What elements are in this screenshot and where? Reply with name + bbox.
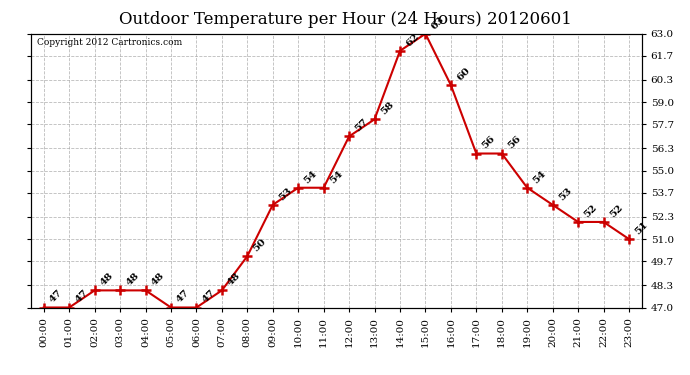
- Text: 48: 48: [99, 271, 115, 288]
- Text: Outdoor Temperature per Hour (24 Hours) 20120601: Outdoor Temperature per Hour (24 Hours) …: [119, 11, 571, 28]
- Text: 47: 47: [201, 288, 217, 305]
- Text: 47: 47: [73, 288, 90, 305]
- Text: 53: 53: [277, 186, 293, 202]
- Text: 52: 52: [608, 202, 624, 219]
- Text: 48: 48: [150, 271, 166, 288]
- Text: 57: 57: [353, 117, 370, 134]
- Text: 53: 53: [557, 186, 573, 202]
- Text: 50: 50: [251, 237, 268, 254]
- Text: 48: 48: [124, 271, 141, 288]
- Text: 51: 51: [633, 220, 650, 236]
- Text: 54: 54: [328, 168, 344, 185]
- Text: 58: 58: [379, 100, 395, 117]
- Text: 56: 56: [480, 134, 497, 151]
- Text: Copyright 2012 Cartronics.com: Copyright 2012 Cartronics.com: [37, 38, 182, 47]
- Text: 52: 52: [582, 202, 599, 219]
- Text: 62: 62: [404, 32, 421, 48]
- Text: 56: 56: [506, 134, 522, 151]
- Text: 47: 47: [48, 288, 64, 305]
- Text: 63: 63: [430, 15, 446, 31]
- Text: 54: 54: [302, 168, 319, 185]
- Text: 48: 48: [226, 271, 242, 288]
- Text: 60: 60: [455, 66, 472, 82]
- Text: 54: 54: [531, 168, 548, 185]
- Text: 47: 47: [175, 288, 192, 305]
